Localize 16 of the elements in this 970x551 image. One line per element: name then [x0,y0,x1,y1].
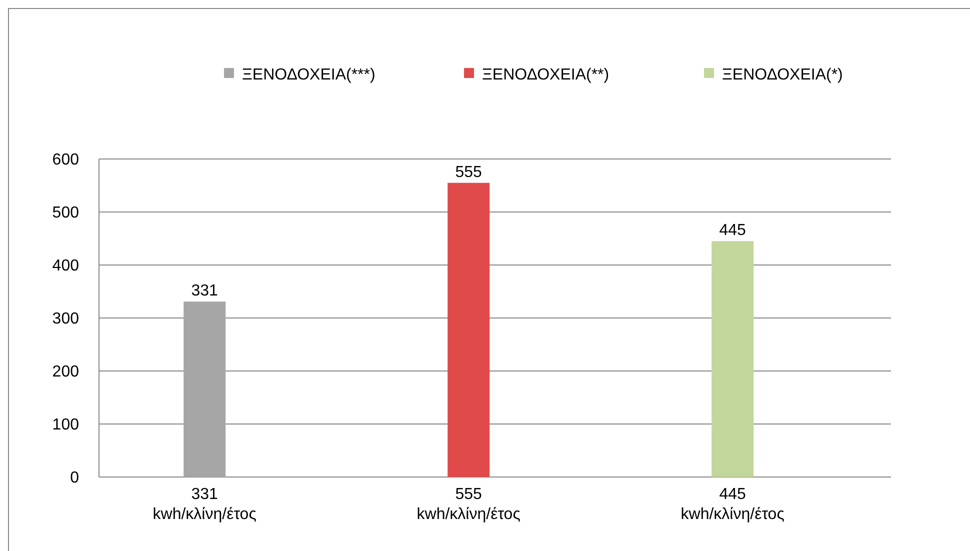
y-tick-label: 400 [52,258,80,275]
data-label: 445 [719,222,746,240]
y-tick-label: 100 [52,416,80,434]
legend-label: ΞΕΝΟΔΟΧΕΙΑ(***) [242,66,376,84]
x-tick-label: 331 kwh/κλίνη/έτος [152,486,257,523]
y-tick-label: 200 [52,364,80,381]
data-label: 331 [191,282,218,300]
legend-label: ΞΕΝΟΔΟΧΕΙΑ(*) [722,66,843,84]
legend-label: ΞΕΝΟΔΟΧΕΙΑ(**) [482,66,610,84]
y-tick-label: 300 [52,310,80,328]
data-label: 555 [455,164,482,181]
y-tick-label: 0 [70,470,80,487]
y-tick-label: 600 [52,152,80,169]
x-tick-label: 555 kwh/κλίνη/έτος [416,486,521,523]
x-tick-label: 445 kwh/κλίνη/έτος [680,486,785,523]
y-tick-label: 500 [52,204,80,222]
